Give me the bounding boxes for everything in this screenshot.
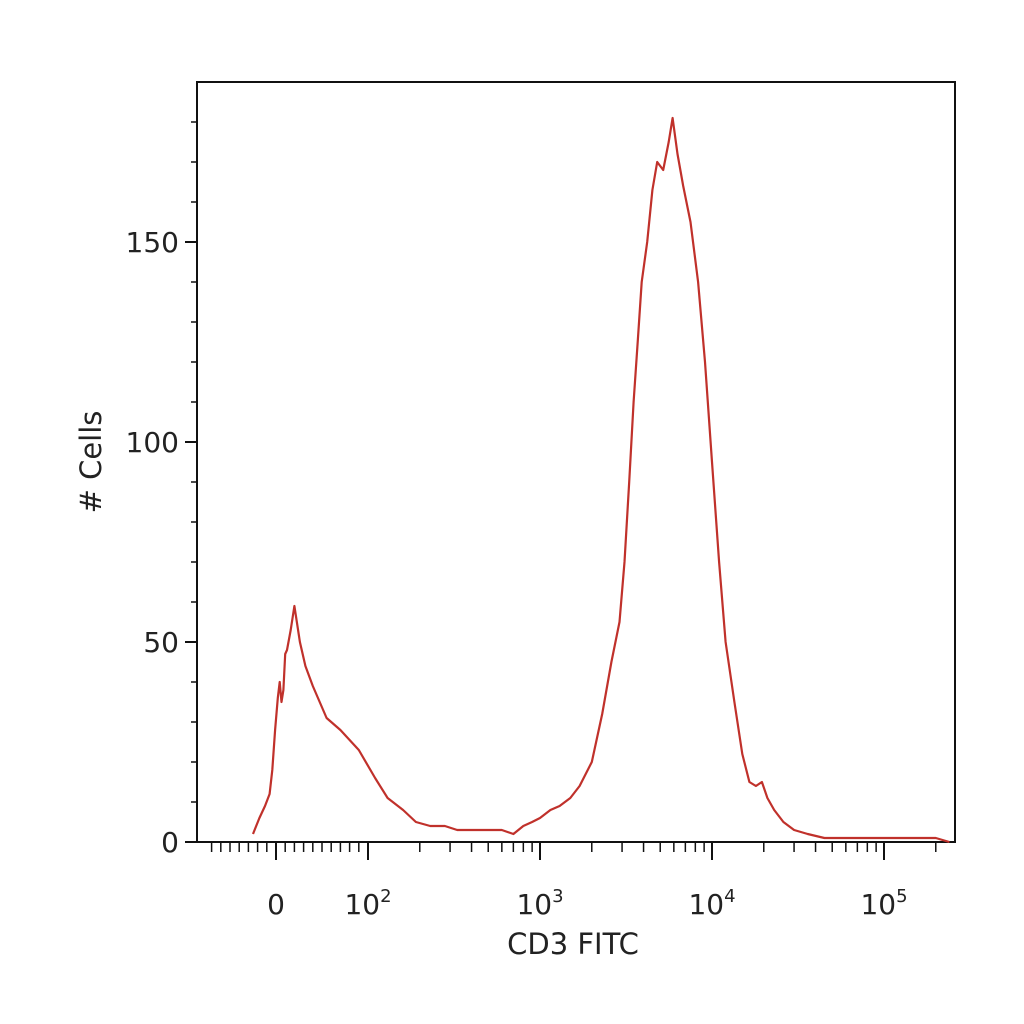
y-tick-label: 150 [126,226,179,259]
x-tick-exponent: 4 [724,886,735,907]
x-tick-exponent: 2 [380,886,391,907]
y-tick-label: 0 [161,826,179,859]
x-tick-exponent: 3 [552,886,563,907]
y-axis-title: # Cells [74,411,108,514]
y-tick-label: 100 [126,426,179,459]
x-tick-exponent: 5 [896,886,907,907]
plot-frame [196,81,956,843]
x-tick-label: 0 [267,888,285,921]
y-tick-label: 50 [143,626,179,659]
histogram-series-line [251,116,950,844]
x-axis-title: CD3 FITC [507,927,639,961]
